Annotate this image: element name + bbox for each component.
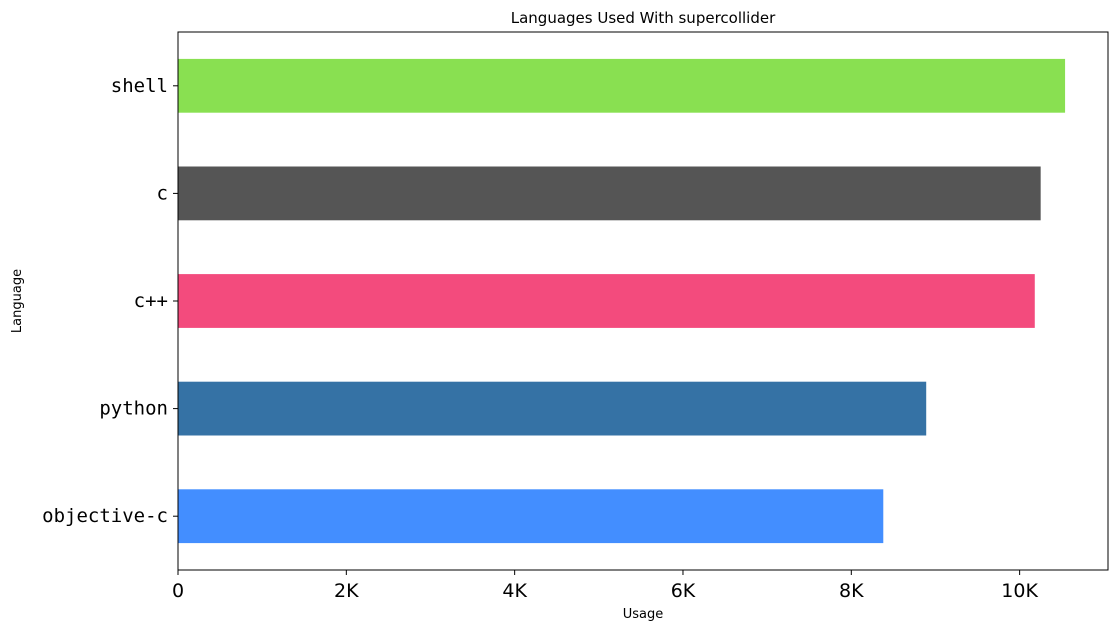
y-axis-ticks: objective-c python c++ c shell: [42, 75, 178, 527]
chart-title: Languages Used With supercollider: [511, 9, 776, 27]
y-tick-label: objective-c: [42, 505, 168, 527]
bar-c: [178, 166, 1041, 221]
bar-python: [178, 381, 927, 436]
x-tick-label: 0: [172, 580, 184, 602]
bars-group: [178, 58, 1066, 544]
bar-c++: [178, 274, 1035, 328]
y-tick-label: python: [99, 398, 168, 420]
x-tick-label: 4K: [502, 580, 527, 602]
y-tick-label: c++: [134, 290, 168, 312]
x-tick-label: 2K: [334, 580, 359, 602]
y-tick-label: c: [157, 182, 168, 204]
x-tick-label: 6K: [671, 580, 696, 602]
y-axis-label: Language: [10, 269, 25, 333]
bar-shell: [178, 58, 1066, 113]
bar-objective-c: [178, 489, 884, 544]
x-tick-label: 10K: [1001, 580, 1038, 602]
y-tick-label: shell: [111, 75, 168, 97]
x-axis-ticks: 0 2K 4K 6K 8K 10K: [172, 570, 1038, 602]
x-axis-label: Usage: [623, 607, 664, 622]
x-tick-label: 8K: [839, 580, 864, 602]
